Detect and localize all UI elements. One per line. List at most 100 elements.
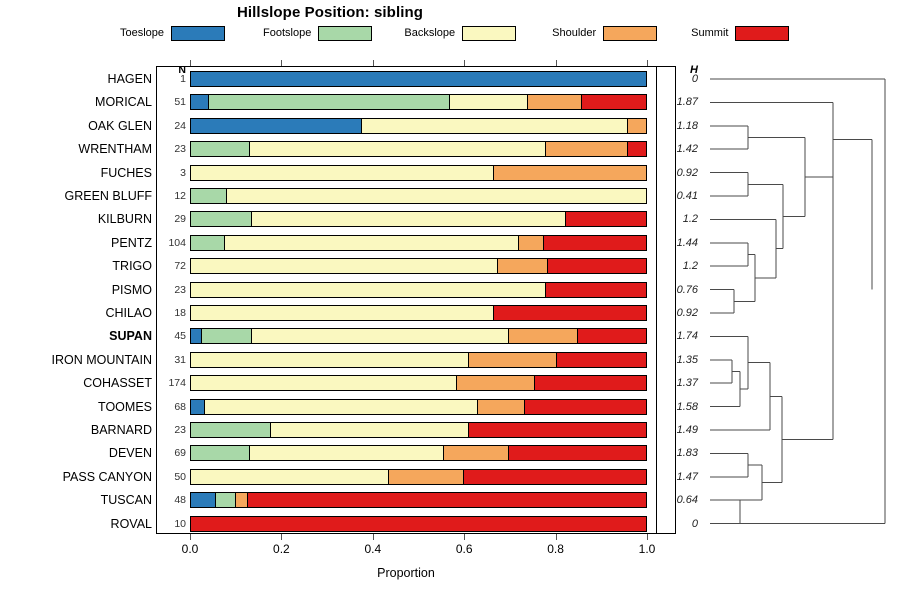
row-label-iron-mountain: IRON MOUNTAIN [51, 352, 152, 367]
bar-segment-footslope [191, 235, 226, 250]
bar-segment-summit [548, 259, 646, 274]
row-n-value: 68 [174, 400, 186, 413]
bar-segment-summit [468, 423, 646, 437]
bar-segment-summit [577, 329, 646, 344]
x-tick-mark-top [372, 60, 374, 66]
row-label-toomes: TOOMES [98, 399, 152, 414]
bar-segment-shoulder [518, 235, 544, 250]
row-h-value: 1.83 [676, 447, 698, 460]
row-h-value: 0.41 [676, 190, 698, 202]
row-n-value: 29 [174, 213, 186, 226]
bar-segment-backslope [191, 352, 469, 367]
stacked-bar [190, 445, 647, 462]
bar-segment-backslope [252, 212, 567, 227]
row-h-value: 0.64 [676, 494, 698, 507]
bar-segment-summit [191, 516, 646, 531]
row-n-value: 45 [174, 330, 186, 343]
legend-label: Summit [691, 27, 729, 39]
stacked-bar [190, 234, 647, 251]
row-label-pismo: PISMO [111, 282, 152, 297]
bar-segment-backslope [252, 329, 510, 344]
stacked-bar [190, 258, 647, 275]
row-label-kilburn: KILBURN [97, 212, 152, 227]
bar-segment-footslope [191, 189, 228, 203]
stacked-bar [190, 94, 647, 111]
bar-segment-backslope [191, 259, 499, 274]
bar-segment-backslope [191, 306, 494, 320]
row-n-value: 31 [174, 353, 186, 366]
legend-label: Toeslope [120, 27, 165, 39]
bar-segment-footslope [191, 423, 271, 437]
bar-segment-shoulder [457, 376, 535, 391]
table-row: BARNARD 23 1.49 [0, 419, 900, 441]
legend-swatch-toeslope [171, 25, 226, 41]
x-axis-title: Proportion [377, 566, 435, 580]
table-row: DEVEN 69 1.83 [0, 442, 900, 464]
table-row: FUCHES 3 0.92 [0, 162, 900, 184]
row-n-value: 10 [174, 517, 186, 530]
stacked-bar [190, 398, 647, 415]
row-n-value: 104 [168, 236, 186, 249]
bar-segment-shoulder [627, 118, 646, 133]
bar-segment-backslope [250, 142, 546, 157]
bar-segment-shoulder [443, 446, 510, 461]
bar-segment-backslope [250, 446, 444, 461]
bar-segment-footslope [209, 95, 451, 110]
row-label-roval: ROVAL [110, 516, 152, 531]
bar-segment-toeslope [191, 72, 646, 86]
x-tick-label: 0.8 [547, 542, 564, 556]
x-tick-mark-top [647, 60, 648, 66]
bar-segment-shoulder [493, 165, 646, 180]
bar-segment-shoulder [509, 329, 578, 344]
bar-segment-summit [557, 352, 646, 367]
bar-segment-toeslope [191, 95, 210, 110]
row-h-value: 1.74 [676, 330, 698, 343]
row-label-pass-canyon: PASS CANYON [62, 469, 152, 484]
row-n-value: 50 [174, 470, 186, 483]
table-row: KILBURN 29 1.2 [0, 208, 900, 230]
bar-segment-summit [582, 95, 646, 110]
bar-segment-footslope [202, 329, 253, 344]
dendrogram [710, 78, 886, 525]
row-n-value: 23 [174, 424, 186, 436]
bar-segment-shoulder [477, 399, 526, 414]
x-tick-mark-top [464, 60, 466, 66]
row-h-value: 0 [691, 517, 698, 530]
table-row: TRIGO 72 1.2 [0, 255, 900, 277]
row-label-tuscan: TUSCAN [100, 493, 152, 508]
row-label-hagen: HAGEN [107, 72, 152, 86]
row-label-morical: MORICAL [95, 95, 152, 110]
stacked-bar [190, 492, 647, 509]
bar-segment-shoulder [498, 259, 549, 274]
x-tick-label: 1.0 [638, 542, 656, 556]
bar-segment-summit [534, 376, 646, 391]
bar-segment-toeslope [191, 118, 362, 133]
row-label-supan: SUPAN [109, 329, 152, 344]
legend-swatch-shoulder [603, 25, 658, 41]
row-n-value: 69 [174, 447, 186, 460]
bar-segment-shoulder [527, 95, 583, 110]
stacked-bar [190, 468, 647, 485]
bar-segment-toeslope [191, 329, 203, 344]
bar-segment-footslope [191, 446, 251, 461]
row-h-value: 1.58 [676, 400, 698, 413]
h-column-header: H [690, 64, 698, 76]
table-row: GREEN BLUFF 12 0.41 [0, 185, 900, 207]
row-h-value: 0.92 [676, 166, 698, 179]
bar-segment-backslope [270, 423, 469, 437]
row-h-value: 1.2 [682, 213, 698, 226]
row-h-value: 0 [691, 73, 698, 85]
row-h-value: 1.18 [676, 119, 698, 132]
row-h-value: 0.92 [676, 307, 698, 319]
row-n-value: 23 [174, 143, 186, 156]
x-tick-mark-top [555, 60, 557, 66]
row-label-barnard: BARNARD [90, 423, 152, 437]
legend-item-shoulder: Shoulder [552, 25, 658, 41]
stacked-bar [190, 281, 647, 298]
stacked-bar [190, 117, 647, 134]
row-label-chilao: CHILAO [105, 306, 152, 320]
bar-segment-backslope [225, 235, 519, 250]
bar-segment-footslope [191, 212, 253, 227]
table-row: PISMO 23 0.76 [0, 279, 900, 301]
